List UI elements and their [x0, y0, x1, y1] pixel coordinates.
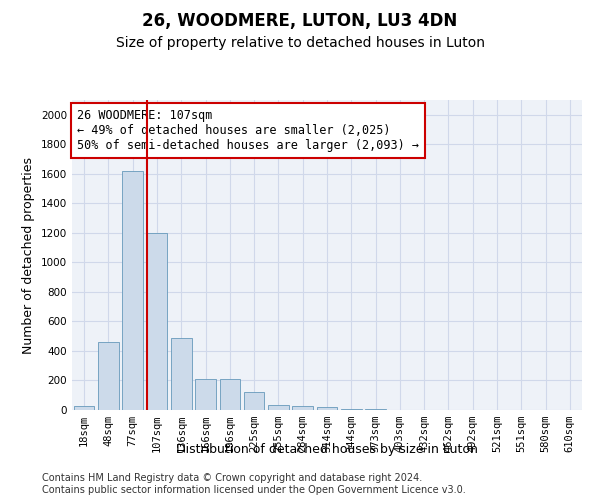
Bar — [171, 338, 191, 410]
Bar — [195, 379, 216, 410]
Bar — [74, 406, 94, 410]
Text: Distribution of detached houses by size in Luton: Distribution of detached houses by size … — [176, 442, 478, 456]
Bar — [268, 405, 289, 410]
Y-axis label: Number of detached properties: Number of detached properties — [22, 156, 35, 354]
Bar — [317, 407, 337, 410]
Bar — [146, 233, 167, 410]
Bar — [122, 171, 143, 410]
Bar — [244, 392, 265, 410]
Bar — [341, 408, 362, 410]
Text: 26, WOODMERE, LUTON, LU3 4DN: 26, WOODMERE, LUTON, LU3 4DN — [142, 12, 458, 30]
Bar — [98, 342, 119, 410]
Text: Size of property relative to detached houses in Luton: Size of property relative to detached ho… — [115, 36, 485, 50]
Text: 26 WOODMERE: 107sqm
← 49% of detached houses are smaller (2,025)
50% of semi-det: 26 WOODMERE: 107sqm ← 49% of detached ho… — [77, 110, 419, 152]
Bar — [292, 406, 313, 410]
Text: Contains HM Land Registry data © Crown copyright and database right 2024.
Contai: Contains HM Land Registry data © Crown c… — [42, 474, 466, 495]
Bar — [220, 379, 240, 410]
